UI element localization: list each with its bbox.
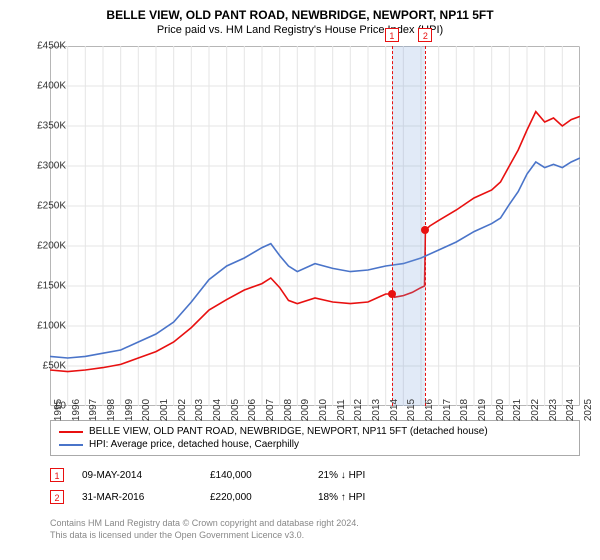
x-tick-label: 2017 [442,399,453,421]
y-tick-label: £250K [20,201,66,212]
y-tick-label: £300K [20,161,66,172]
x-tick-label: 2004 [212,399,223,421]
chart-plot-area: 12 [50,46,580,406]
x-tick-label: 2022 [530,399,541,421]
x-tick-label: 2007 [265,399,276,421]
legend-item: BELLE VIEW, OLD PANT ROAD, NEWBRIDGE, NE… [59,425,571,438]
x-tick-label: 2015 [406,399,417,421]
chart-container: BELLE VIEW, OLD PANT ROAD, NEWBRIDGE, NE… [0,0,600,560]
sales-date: 09-MAY-2014 [82,470,192,481]
x-tick-label: 2011 [336,399,347,421]
legend-item: HPI: Average price, detached house, Caer… [59,438,571,451]
marker-index-box: 2 [418,28,432,42]
x-tick-label: 1995 [53,399,64,421]
sales-marker-index: 1 [50,468,64,482]
footer-line: This data is licensed under the Open Gov… [50,530,580,542]
footer-line: Contains HM Land Registry data © Crown c… [50,518,580,530]
chart-svg [50,46,580,406]
sales-pct-vs-hpi: 18% ↑ HPI [318,492,428,503]
marker-vline [392,46,393,406]
x-tick-label: 2021 [512,399,523,421]
x-tick-label: 2000 [141,399,152,421]
sale-period-band [392,46,426,406]
chart-title: BELLE VIEW, OLD PANT ROAD, NEWBRIDGE, NE… [0,0,600,22]
y-tick-label: £50K [20,361,66,372]
y-tick-label: £350K [20,121,66,132]
sales-price: £220,000 [210,492,300,503]
x-tick-label: 1998 [106,399,117,421]
sales-pct-vs-hpi: 21% ↓ HPI [318,470,428,481]
x-tick-label: 2006 [247,399,258,421]
sales-row: 1 09-MAY-2014 £140,000 21% ↓ HPI [50,464,580,486]
x-tick-label: 2025 [583,399,594,421]
marker-dot [421,226,429,234]
y-tick-label: £200K [20,241,66,252]
x-tick-label: 2024 [565,399,576,421]
x-tick-label: 2014 [389,399,400,421]
sales-table: 1 09-MAY-2014 £140,000 21% ↓ HPI 2 31-MA… [50,464,580,508]
y-tick-label: £400K [20,81,66,92]
x-tick-label: 2010 [318,399,329,421]
x-tick-label: 2012 [353,399,364,421]
footer-attribution: Contains HM Land Registry data © Crown c… [50,518,580,541]
y-tick-label: £450K [20,41,66,52]
x-tick-label: 2020 [495,399,506,421]
legend: BELLE VIEW, OLD PANT ROAD, NEWBRIDGE, NE… [50,420,580,456]
legend-swatch [59,431,83,433]
y-tick-label: £100K [20,321,66,332]
x-tick-label: 2023 [548,399,559,421]
x-tick-label: 2001 [159,399,170,421]
chart-subtitle: Price paid vs. HM Land Registry's House … [0,22,600,36]
marker-index-box: 1 [385,28,399,42]
x-tick-label: 1997 [88,399,99,421]
x-tick-label: 2008 [283,399,294,421]
x-tick-label: 2016 [424,399,435,421]
marker-dot [388,290,396,298]
legend-label: HPI: Average price, detached house, Caer… [89,439,299,450]
x-tick-label: 2019 [477,399,488,421]
sales-row: 2 31-MAR-2016 £220,000 18% ↑ HPI [50,486,580,508]
sales-marker-index: 2 [50,490,64,504]
x-tick-label: 2009 [300,399,311,421]
legend-label: BELLE VIEW, OLD PANT ROAD, NEWBRIDGE, NE… [89,426,488,437]
y-tick-label: £150K [20,281,66,292]
sales-date: 31-MAR-2016 [82,492,192,503]
x-tick-label: 2005 [230,399,241,421]
x-tick-label: 2013 [371,399,382,421]
x-tick-label: 2003 [194,399,205,421]
sales-price: £140,000 [210,470,300,481]
legend-swatch [59,444,83,446]
x-tick-label: 1999 [124,399,135,421]
x-tick-label: 2018 [459,399,470,421]
x-tick-label: 2002 [177,399,188,421]
x-tick-label: 1996 [71,399,82,421]
